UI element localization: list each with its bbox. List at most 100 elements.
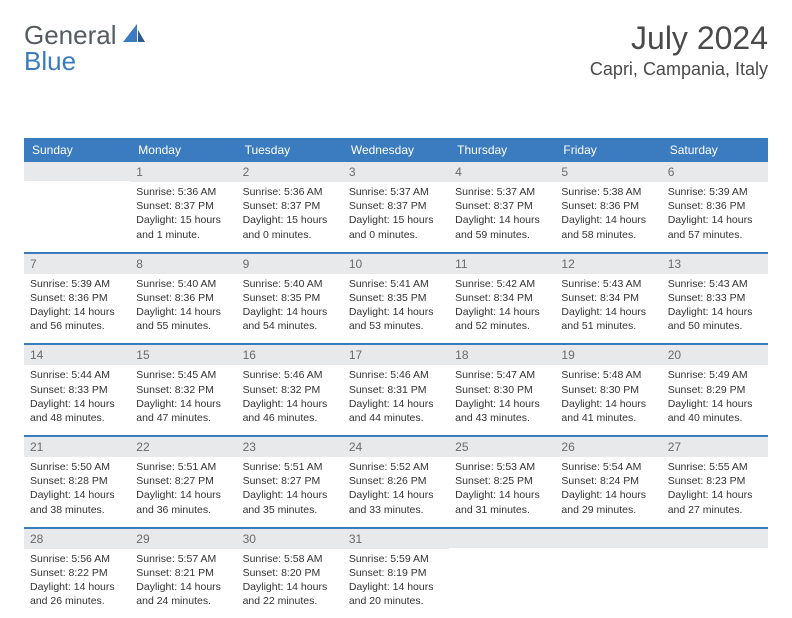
calendar-cell: 17Sunrise: 5:46 AMSunset: 8:31 PMDayligh…	[343, 345, 449, 435]
calendar-cell: 19Sunrise: 5:48 AMSunset: 8:30 PMDayligh…	[555, 345, 661, 435]
day-content: Sunrise: 5:53 AMSunset: 8:25 PMDaylight:…	[449, 457, 555, 527]
sunrise-text: Sunrise: 5:44 AM	[30, 368, 124, 382]
calendar-cell: 24Sunrise: 5:52 AMSunset: 8:26 PMDayligh…	[343, 437, 449, 527]
day-number: 7	[24, 254, 130, 274]
sunset-text: Sunset: 8:32 PM	[136, 383, 230, 397]
day-number: 31	[343, 529, 449, 549]
daylight-text: Daylight: 14 hours and 54 minutes.	[243, 305, 337, 333]
calendar-cell: 9Sunrise: 5:40 AMSunset: 8:35 PMDaylight…	[237, 254, 343, 344]
calendar-cell: 23Sunrise: 5:51 AMSunset: 8:27 PMDayligh…	[237, 437, 343, 527]
daylight-text: Daylight: 14 hours and 29 minutes.	[561, 488, 655, 516]
sunset-text: Sunset: 8:35 PM	[349, 291, 443, 305]
daylight-text: Daylight: 14 hours and 26 minutes.	[30, 580, 124, 608]
day-number: 16	[237, 345, 343, 365]
sunrise-text: Sunrise: 5:47 AM	[455, 368, 549, 382]
sunset-text: Sunset: 8:33 PM	[668, 291, 762, 305]
sunset-text: Sunset: 8:31 PM	[349, 383, 443, 397]
day-number: 3	[343, 162, 449, 182]
sunset-text: Sunset: 8:23 PM	[668, 474, 762, 488]
day-content: Sunrise: 5:59 AMSunset: 8:19 PMDaylight:…	[343, 549, 449, 618]
day-content: Sunrise: 5:58 AMSunset: 8:20 PMDaylight:…	[237, 549, 343, 618]
sunrise-text: Sunrise: 5:50 AM	[30, 460, 124, 474]
sunset-text: Sunset: 8:36 PM	[561, 199, 655, 213]
sunrise-text: Sunrise: 5:40 AM	[243, 277, 337, 291]
sunset-text: Sunset: 8:36 PM	[668, 199, 762, 213]
calendar-cell: 5Sunrise: 5:38 AMSunset: 8:36 PMDaylight…	[555, 162, 661, 252]
sunset-text: Sunset: 8:37 PM	[243, 199, 337, 213]
brand-part2: Blue	[24, 46, 76, 77]
day-number: 15	[130, 345, 236, 365]
calendar-cell	[662, 529, 768, 618]
daylight-text: Daylight: 14 hours and 56 minutes.	[30, 305, 124, 333]
day-content: Sunrise: 5:48 AMSunset: 8:30 PMDaylight:…	[555, 365, 661, 435]
sunrise-text: Sunrise: 5:40 AM	[136, 277, 230, 291]
sunset-text: Sunset: 8:37 PM	[455, 199, 549, 213]
daylight-text: Daylight: 14 hours and 57 minutes.	[668, 213, 762, 241]
sunrise-text: Sunrise: 5:43 AM	[668, 277, 762, 291]
day-label-thursday: Thursday	[449, 138, 555, 162]
day-number: 21	[24, 437, 130, 457]
sunset-text: Sunset: 8:26 PM	[349, 474, 443, 488]
sunrise-text: Sunrise: 5:43 AM	[561, 277, 655, 291]
daylight-text: Daylight: 14 hours and 35 minutes.	[243, 488, 337, 516]
day-number: 14	[24, 345, 130, 365]
calendar-header-row: Sunday Monday Tuesday Wednesday Thursday…	[24, 138, 768, 162]
calendar-row: 14 Sunrise: 5:44 AMSunset: 8:33 PM Dayligh…	[24, 343, 768, 435]
sunrise-text: Sunrise: 5:37 AM	[455, 185, 549, 199]
daylight-text: Daylight: 14 hours and 47 minutes.	[136, 397, 230, 425]
sunset-text: Sunset: 8:20 PM	[243, 566, 337, 580]
sunset-text: Sunset: 8:34 PM	[455, 291, 549, 305]
day-content: Sunrise: 5:51 AMSunset: 8:27 PMDaylight:…	[237, 457, 343, 527]
calendar-row: 21Sunrise: 5:50 AMSunset: 8:28 PMDayligh…	[24, 435, 768, 527]
daylight-text: Daylight: 14 hours and 46 minutes.	[243, 397, 337, 425]
sunset-text: Sunset: 8:27 PM	[136, 474, 230, 488]
day-content: Sunrise: 5:42 AMSunset: 8:34 PMDaylight:…	[449, 274, 555, 344]
day-content: Sunrise: 5:47 AMSunset: 8:30 PMDaylight:…	[449, 365, 555, 435]
daylight-text: Daylight: 14 hours and 24 minutes.	[136, 580, 230, 608]
sunrise-text: Sunrise: 5:59 AM	[349, 552, 443, 566]
day-content: Sunrise: 5:56 AMSunset: 8:22 PMDaylight:…	[24, 549, 130, 618]
calendar-cell: 1Sunrise: 5:36 AMSunset: 8:37 PMDaylight…	[130, 162, 236, 252]
day-content: Sunrise: 5:43 AMSunset: 8:34 PMDaylight:…	[555, 274, 661, 344]
day-number: 1	[130, 162, 236, 182]
day-content: Sunrise: 5:49 AMSunset: 8:29 PMDaylight:…	[662, 365, 768, 435]
day-content: Sunrise: 5:45 AMSunset: 8:32 PMDaylight:…	[130, 365, 236, 435]
daylight-text: Daylight: 14 hours and 43 minutes.	[455, 397, 549, 425]
day-number: 28	[24, 529, 130, 549]
calendar-cell: 30Sunrise: 5:58 AMSunset: 8:20 PMDayligh…	[237, 529, 343, 618]
sunrise-text: Sunrise: 5:36 AM	[136, 185, 230, 199]
day-content: Sunrise: 5:54 AMSunset: 8:24 PMDaylight:…	[555, 457, 661, 527]
day-content: Sunrise: 5:52 AMSunset: 8:26 PMDaylight:…	[343, 457, 449, 527]
calendar-cell: 28Sunrise: 5:56 AMSunset: 8:22 PMDayligh…	[24, 529, 130, 618]
sunrise-text: Sunrise: 5:36 AM	[243, 185, 337, 199]
calendar-cell: 15Sunrise: 5:45 AMSunset: 8:32 PMDayligh…	[130, 345, 236, 435]
calendar-cell: 16Sunrise: 5:46 AMSunset: 8:32 PMDayligh…	[237, 345, 343, 435]
sunset-text: Sunset: 8:22 PM	[30, 566, 124, 580]
day-content: Sunrise: 5:57 AMSunset: 8:21 PMDaylight:…	[130, 549, 236, 618]
sunset-text: Sunset: 8:29 PM	[668, 383, 762, 397]
day-number: 17	[343, 345, 449, 365]
calendar-cell: 22Sunrise: 5:51 AMSunset: 8:27 PMDayligh…	[130, 437, 236, 527]
day-number: 18	[449, 345, 555, 365]
sunrise-text: Sunrise: 5:39 AM	[30, 277, 124, 291]
sunset-text: Sunset: 8:19 PM	[349, 566, 443, 580]
sunrise-text: Sunrise: 5:38 AM	[561, 185, 655, 199]
sail-icon	[123, 20, 145, 51]
day-label-friday: Friday	[555, 138, 661, 162]
calendar-cell	[24, 162, 130, 252]
sunrise-text: Sunrise: 5:53 AM	[455, 460, 549, 474]
daylight-text: Daylight: 14 hours and 41 minutes.	[561, 397, 655, 425]
day-number: 26	[555, 437, 661, 457]
day-number: 5	[555, 162, 661, 182]
day-number: 11	[449, 254, 555, 274]
daylight-text: Daylight: 14 hours and 53 minutes.	[349, 305, 443, 333]
calendar-cell	[449, 529, 555, 618]
calendar-cell: 7 Sunrise: 5:39 AMSunset: 8:36 PMDaylight…	[24, 254, 130, 344]
sunset-text: Sunset: 8:33 PM	[30, 383, 124, 397]
sunset-text: Sunset: 8:27 PM	[243, 474, 337, 488]
calendar-row: 7Sunrise: 5:39 AMSunset: 8:36 PMDaylight…	[24, 252, 768, 344]
sunset-text: Sunset: 8:36 PM	[30, 291, 124, 305]
title-block: July 2024 Capri, Campania, Italy	[590, 20, 768, 80]
daylight-text: Daylight: 14 hours and 52 minutes.	[455, 305, 549, 333]
day-content: Sunrise: 5:51 AMSunset: 8:27 PMDaylight:…	[130, 457, 236, 527]
